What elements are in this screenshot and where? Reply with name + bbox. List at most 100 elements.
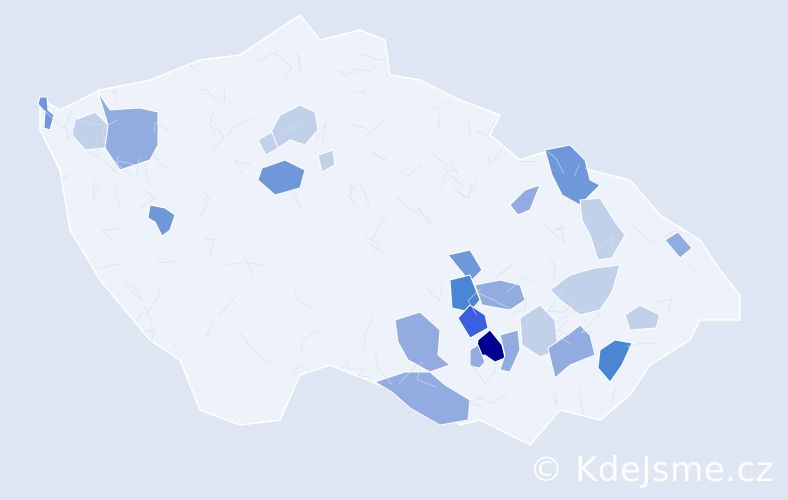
district-border: [687, 68, 704, 108]
district-region[interactable]: [257, 131, 279, 156]
district-region[interactable]: [257, 159, 306, 196]
district-border: [416, 362, 437, 388]
district-region[interactable]: [147, 204, 176, 237]
district-region[interactable]: [597, 339, 633, 383]
district-border: [347, 181, 359, 208]
watermark: © KdeJsme.cz: [529, 450, 774, 490]
district-border: [494, 261, 515, 278]
district-border: [487, 85, 507, 106]
district-border: [640, 400, 653, 419]
district-border: [44, 109, 73, 130]
district-border: [98, 263, 123, 269]
district-border: [349, 183, 354, 200]
district-border: [645, 49, 655, 80]
district-border: [115, 317, 125, 355]
district-region[interactable]: [394, 311, 451, 373]
district-border: [199, 189, 210, 218]
district-border: [610, 388, 617, 403]
district-border: [101, 119, 117, 148]
district-region[interactable]: [549, 264, 621, 316]
district-border: [430, 152, 457, 173]
district-region[interactable]: [547, 324, 596, 379]
district-border: [433, 100, 456, 110]
district-border: [657, 298, 674, 311]
district-border: [370, 213, 388, 244]
district-border: [103, 359, 127, 373]
district-border: [697, 327, 716, 344]
district-border: [145, 163, 150, 185]
district-border: [152, 152, 170, 171]
district-border: [73, 118, 107, 125]
district-border: [359, 53, 387, 61]
district-border: [544, 281, 569, 317]
district-border: [591, 51, 621, 80]
district-border: [351, 124, 368, 130]
district-region[interactable]: [449, 274, 481, 313]
district-border: [467, 180, 477, 199]
district-border: [168, 342, 176, 352]
district-border: [475, 291, 510, 310]
district-border: [67, 329, 80, 347]
district-border: [363, 236, 380, 253]
district-border: [555, 227, 567, 232]
district-border: [416, 206, 435, 227]
district-border: [466, 53, 473, 73]
district-border: [506, 276, 534, 293]
district-region[interactable]: [317, 149, 336, 173]
district-border: [100, 391, 113, 409]
district-border: [545, 224, 565, 243]
district-border: [115, 183, 121, 211]
district-border: [129, 39, 161, 65]
district-border: [679, 33, 694, 53]
district-border: [396, 196, 421, 216]
district-border: [358, 183, 370, 208]
district-region[interactable]: [499, 329, 521, 373]
district-border: [601, 104, 618, 109]
district-border: [92, 180, 100, 200]
district-border: [442, 158, 458, 173]
district-border: [286, 127, 298, 134]
district-border: [290, 193, 302, 209]
district-border: [701, 38, 716, 72]
district-border: [243, 256, 254, 276]
district-border: [234, 159, 252, 175]
district-region[interactable]: [447, 249, 483, 283]
district-region[interactable]: [469, 344, 486, 369]
district-region[interactable]: [97, 91, 159, 171]
district-border: [548, 258, 556, 284]
district-border: [315, 122, 327, 143]
district-region[interactable]: [544, 144, 601, 206]
district-border: [632, 126, 652, 141]
district-border: [56, 401, 68, 420]
district-border: [661, 230, 694, 238]
district-region[interactable]: [664, 231, 693, 259]
district-border: [467, 119, 472, 137]
district-border: [293, 290, 314, 310]
district-border: [238, 331, 271, 365]
district-border: [115, 155, 135, 179]
district-region[interactable]: [457, 304, 489, 339]
district-region[interactable]: [509, 184, 541, 216]
district-border: [204, 238, 215, 256]
district-border: [63, 246, 79, 272]
district-border: [106, 370, 116, 382]
district-border: [288, 398, 304, 417]
district-region[interactable]: [579, 197, 626, 261]
district-region[interactable]: [373, 371, 471, 426]
district-border: [363, 315, 375, 355]
district-border: [398, 363, 418, 385]
district-border: [519, 18, 543, 49]
district-border: [258, 50, 279, 63]
district-border: [110, 160, 135, 175]
district-border: [156, 260, 174, 264]
district-border: [123, 281, 143, 302]
district-border: [205, 321, 214, 338]
district-region[interactable]: [624, 304, 661, 331]
district-border: [493, 44, 502, 70]
district-region[interactable]: [37, 96, 55, 131]
district-border: [360, 398, 380, 430]
district-border: [139, 196, 159, 210]
district-border: [296, 52, 301, 73]
